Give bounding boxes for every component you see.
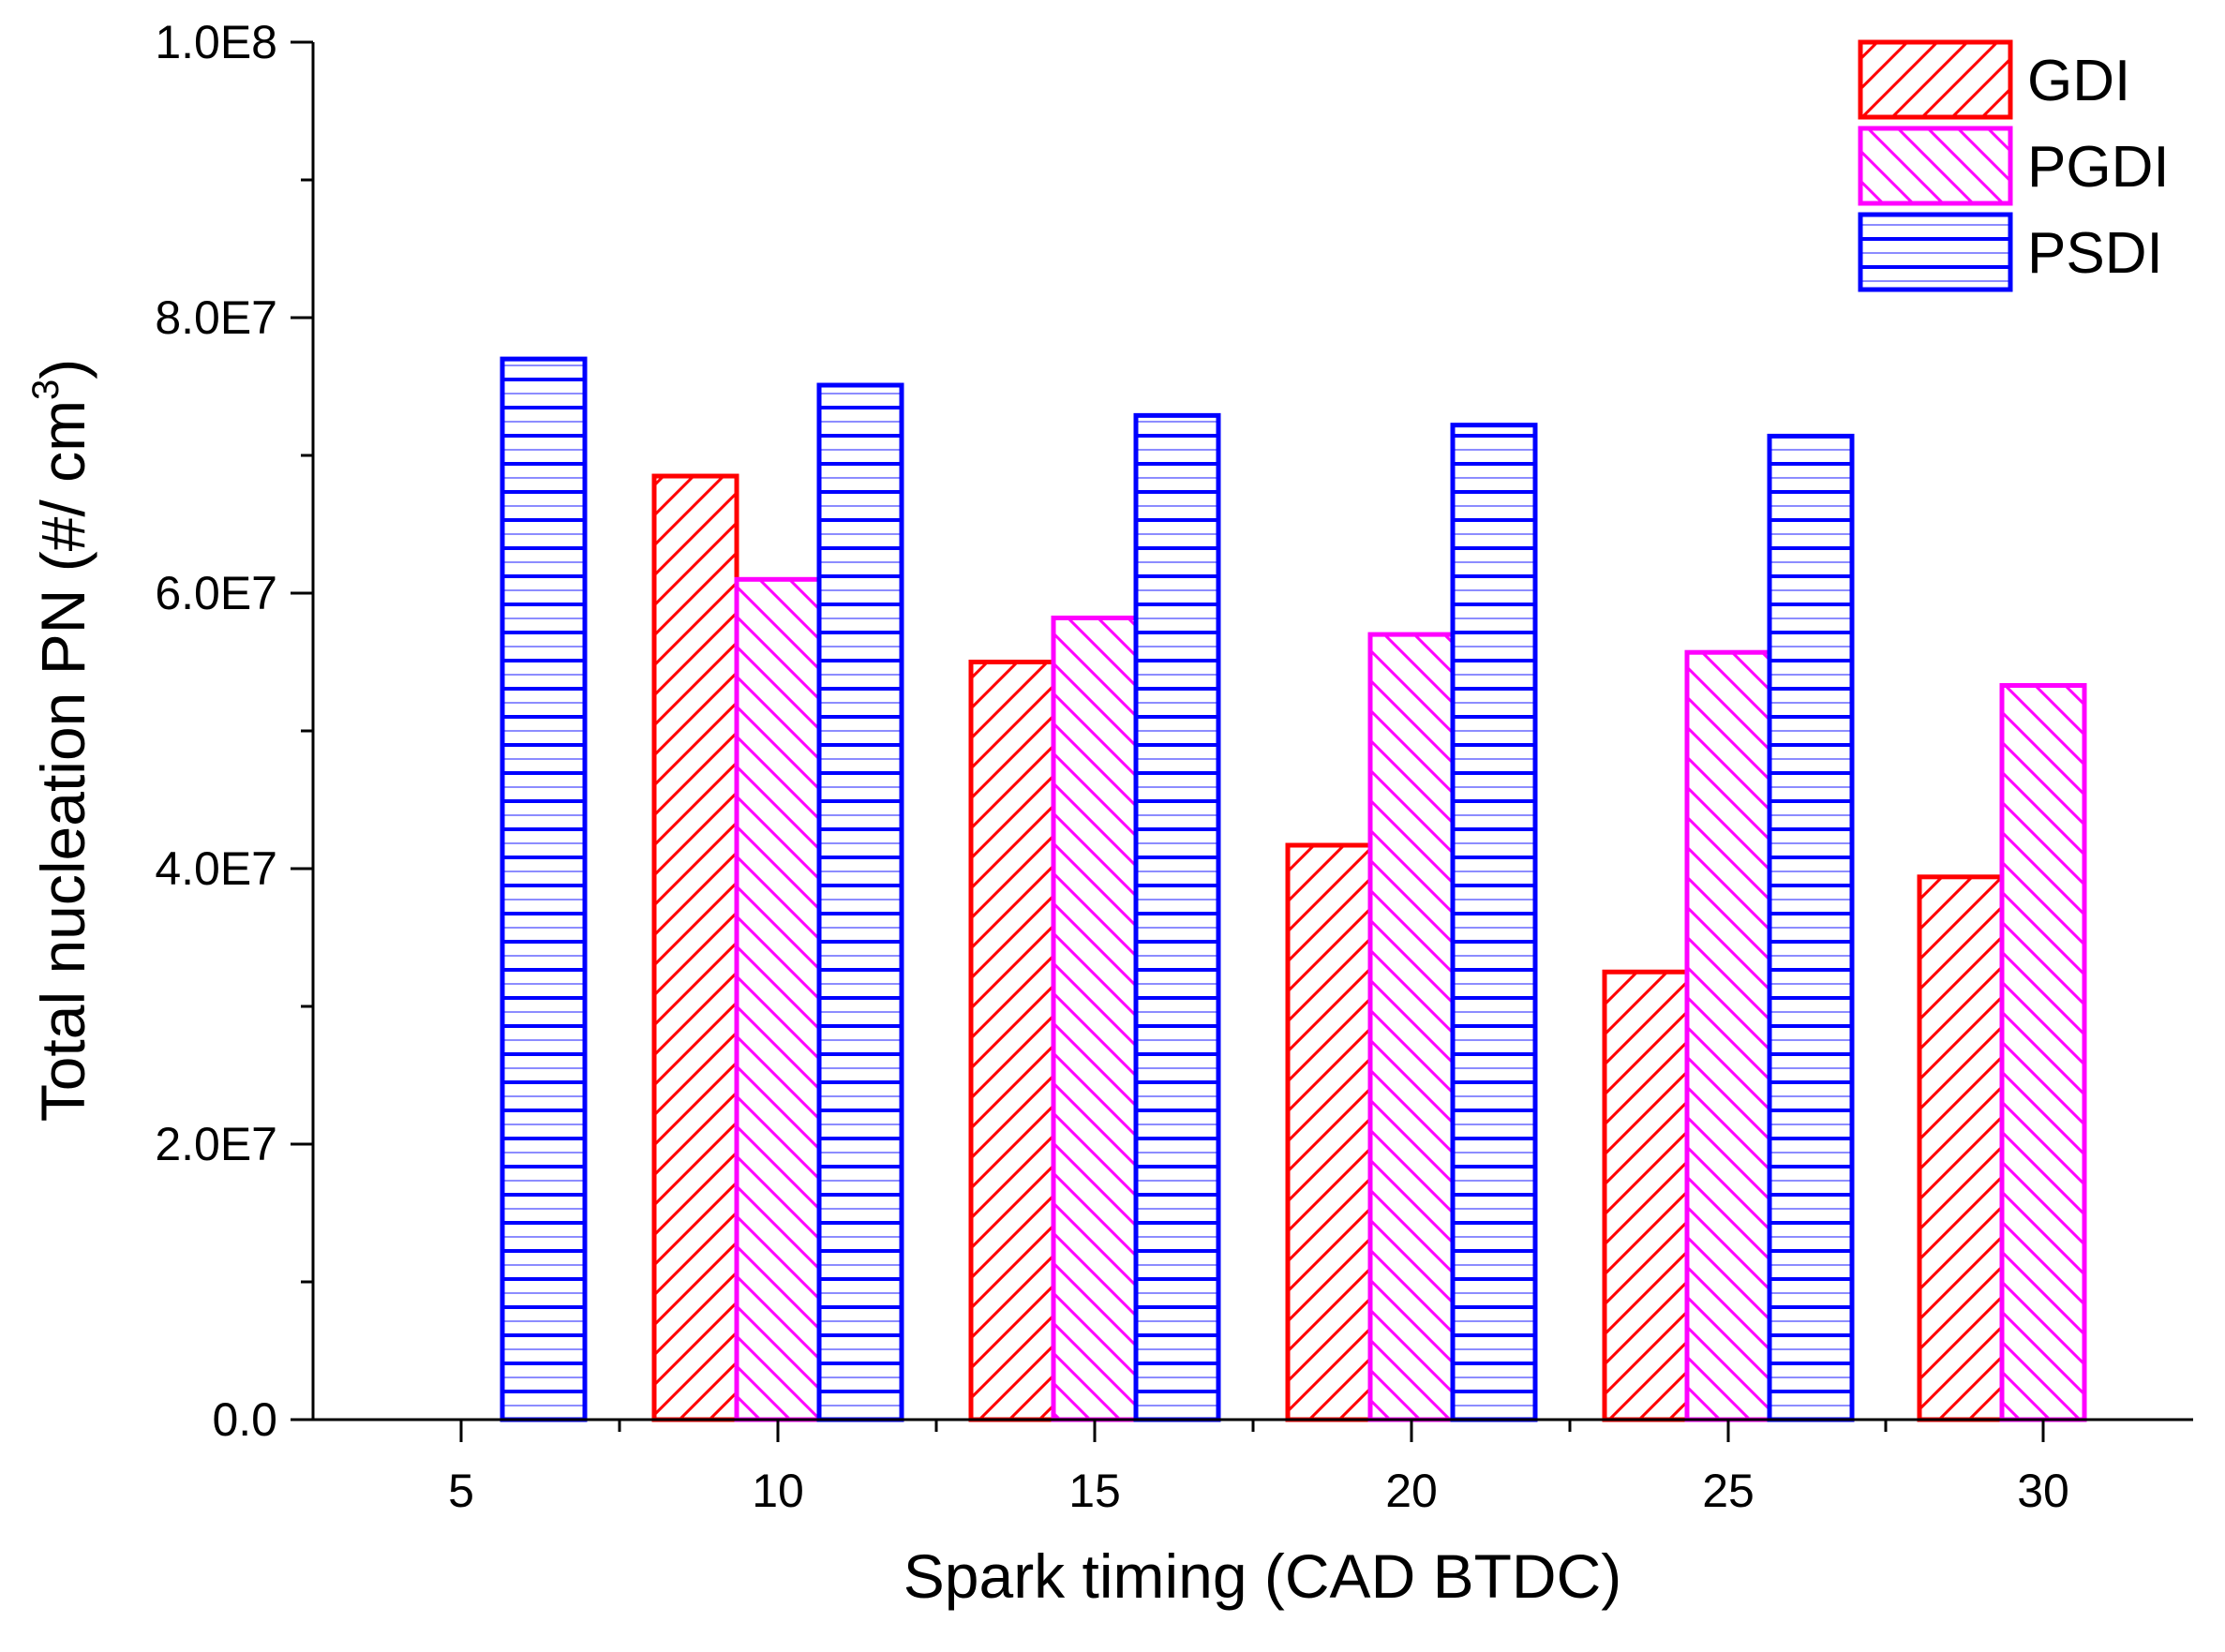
legend-swatch-psdi [1858,212,2013,292]
legend: GDI PGDI PSDI [1858,39,2170,292]
axes-group: 0.0 2.0E7 4.0E7 6.0E7 8.0E7 1.0E8 5 10 15 20 25 30 [155,16,2193,1517]
bar-psdi-20 [1450,423,1538,1422]
legend-label-pgdi: PGDI [2027,135,2170,200]
y-tick-label: 1.0E8 [155,16,277,68]
y-axis-title-suffix: ) [28,359,97,380]
x-tick-label: 30 [2017,1465,2069,1517]
legend-swatch-pgdi [1858,126,2013,206]
x-tick-label: 5 [448,1465,474,1517]
bar-psdi-10 [816,382,904,1422]
x-tick-label: 15 [1068,1465,1121,1517]
y-axis-title-main: Total nucleation PN (#/ cm [28,400,97,1122]
bar-gdi-10 [651,473,739,1422]
y-tick-label: 2.0E7 [155,1118,277,1170]
y-axis-title-superscript: 3 [25,380,67,400]
bars-group [500,356,2087,1422]
x-tick-label: 25 [1702,1465,1755,1517]
bar-psdi-5 [500,356,588,1422]
bar-gdi-30 [1917,874,2005,1422]
y-axis-title: Total nucleation PN (#/ cm3) [25,359,97,1123]
legend-label-psdi: PSDI [2027,221,2163,286]
y-tick-label: 6.0E7 [155,567,277,619]
y-tick-label: 4.0E7 [155,842,277,895]
bar-pgdi-10 [734,576,822,1422]
bar-pgdi-20 [1367,632,1456,1422]
legend-label-gdi: GDI [2027,49,2130,113]
x-axis-title: Spark timing (CAD BTDC) [903,1541,1621,1611]
bar-gdi-15 [968,660,1056,1422]
bar-gdi-25 [1602,969,1690,1422]
bar-psdi-15 [1133,412,1221,1422]
y-tick-label: 0.0 [212,1393,277,1446]
bar-pgdi-15 [1051,615,1139,1422]
bar-pgdi-25 [1684,649,1772,1422]
y-tick-label: 8.0E7 [155,291,277,344]
x-tick-label: 20 [1385,1465,1438,1517]
bar-pgdi-30 [1999,682,2087,1422]
x-ticks: 5 10 15 20 25 30 [448,1420,2069,1517]
x-tick-label: 10 [752,1465,804,1517]
legend-swatch-gdi [1858,39,2013,120]
y-ticks: 0.0 2.0E7 4.0E7 6.0E7 8.0E7 1.0E8 [155,16,313,1446]
bar-gdi-20 [1285,842,1373,1422]
bar-psdi-25 [1767,433,1855,1422]
